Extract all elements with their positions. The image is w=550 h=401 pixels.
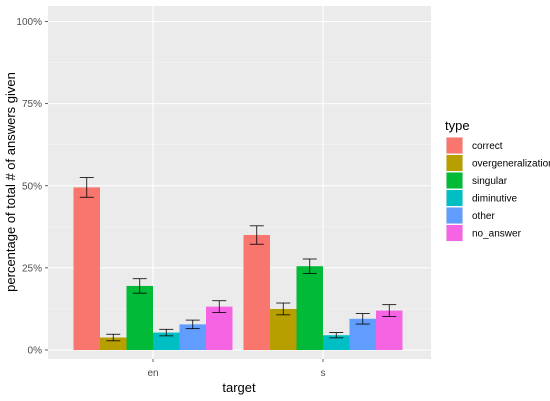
- error-bar-overgeneralization-en: [106, 333, 121, 342]
- legend-label-diminutive: diminutive: [472, 194, 517, 205]
- bar-singular-s: [296, 266, 323, 350]
- legend-label-other: other: [472, 211, 495, 222]
- grid-minor: [48, 62, 431, 310]
- x-tick-label: en: [147, 368, 158, 379]
- bar-singular-en: [126, 285, 153, 350]
- legend-swatch-other: [446, 207, 463, 224]
- bar-no_answer-s: [376, 310, 403, 350]
- legend-swatch-singular: [446, 172, 463, 189]
- legend-label-singular: singular: [472, 176, 508, 187]
- legend-label-correct: correct: [472, 141, 503, 152]
- legend-label-no_answer: no_answer: [472, 229, 522, 240]
- error-bar-other-s: [355, 313, 370, 325]
- error-bar-diminutive-en: [159, 328, 174, 337]
- x-axis-ticks: en s: [147, 359, 326, 379]
- bar-overgeneralization-s: [270, 308, 297, 350]
- legend-swatch-diminutive: [446, 190, 463, 206]
- y-axis-ticks: 0% 25% 50% 75% 100%: [16, 17, 48, 357]
- y-axis-title: percentage of total # of answers given: [3, 72, 18, 292]
- bars: [73, 187, 403, 350]
- error-bar-singular-en: [132, 278, 147, 294]
- bar-correct-en: [73, 187, 100, 350]
- legend-swatch-correct: [446, 137, 463, 154]
- y-tick-label: 100%: [16, 17, 42, 28]
- legend: type correct overgeneralization singular di…: [445, 118, 550, 242]
- error-bar-overgeneralization-s: [276, 302, 291, 316]
- error-bar-no_answer-s: [382, 304, 397, 317]
- error-bar-correct-s: [249, 225, 264, 245]
- y-tick-label: 75%: [22, 99, 42, 110]
- bar-correct-s: [243, 235, 270, 350]
- bar-no_answer-en: [206, 306, 233, 350]
- x-axis-title: target: [222, 380, 256, 395]
- legend-swatch-overgeneralization: [446, 155, 463, 171]
- error-bar-correct-en: [79, 177, 94, 198]
- y-tick-label: 0%: [28, 346, 43, 357]
- y-tick-label: 50%: [22, 181, 42, 192]
- plot-panel: [48, 6, 431, 359]
- error-bar-diminutive-s: [329, 332, 344, 339]
- error-bar-other-en: [185, 319, 200, 330]
- error-bar-singular-s: [302, 258, 317, 274]
- legend-label-overgeneralization: overgeneralization: [472, 159, 550, 170]
- y-tick-label: 25%: [22, 263, 42, 274]
- bar-diminutive-en: [153, 332, 180, 350]
- error-bars: [79, 177, 397, 342]
- x-tick-label: s: [321, 368, 326, 379]
- legend-swatch-no_answer: [446, 225, 463, 241]
- bar-diminutive-s: [323, 335, 350, 350]
- legend-title: type: [445, 118, 470, 133]
- error-bar-no_answer-en: [212, 300, 227, 313]
